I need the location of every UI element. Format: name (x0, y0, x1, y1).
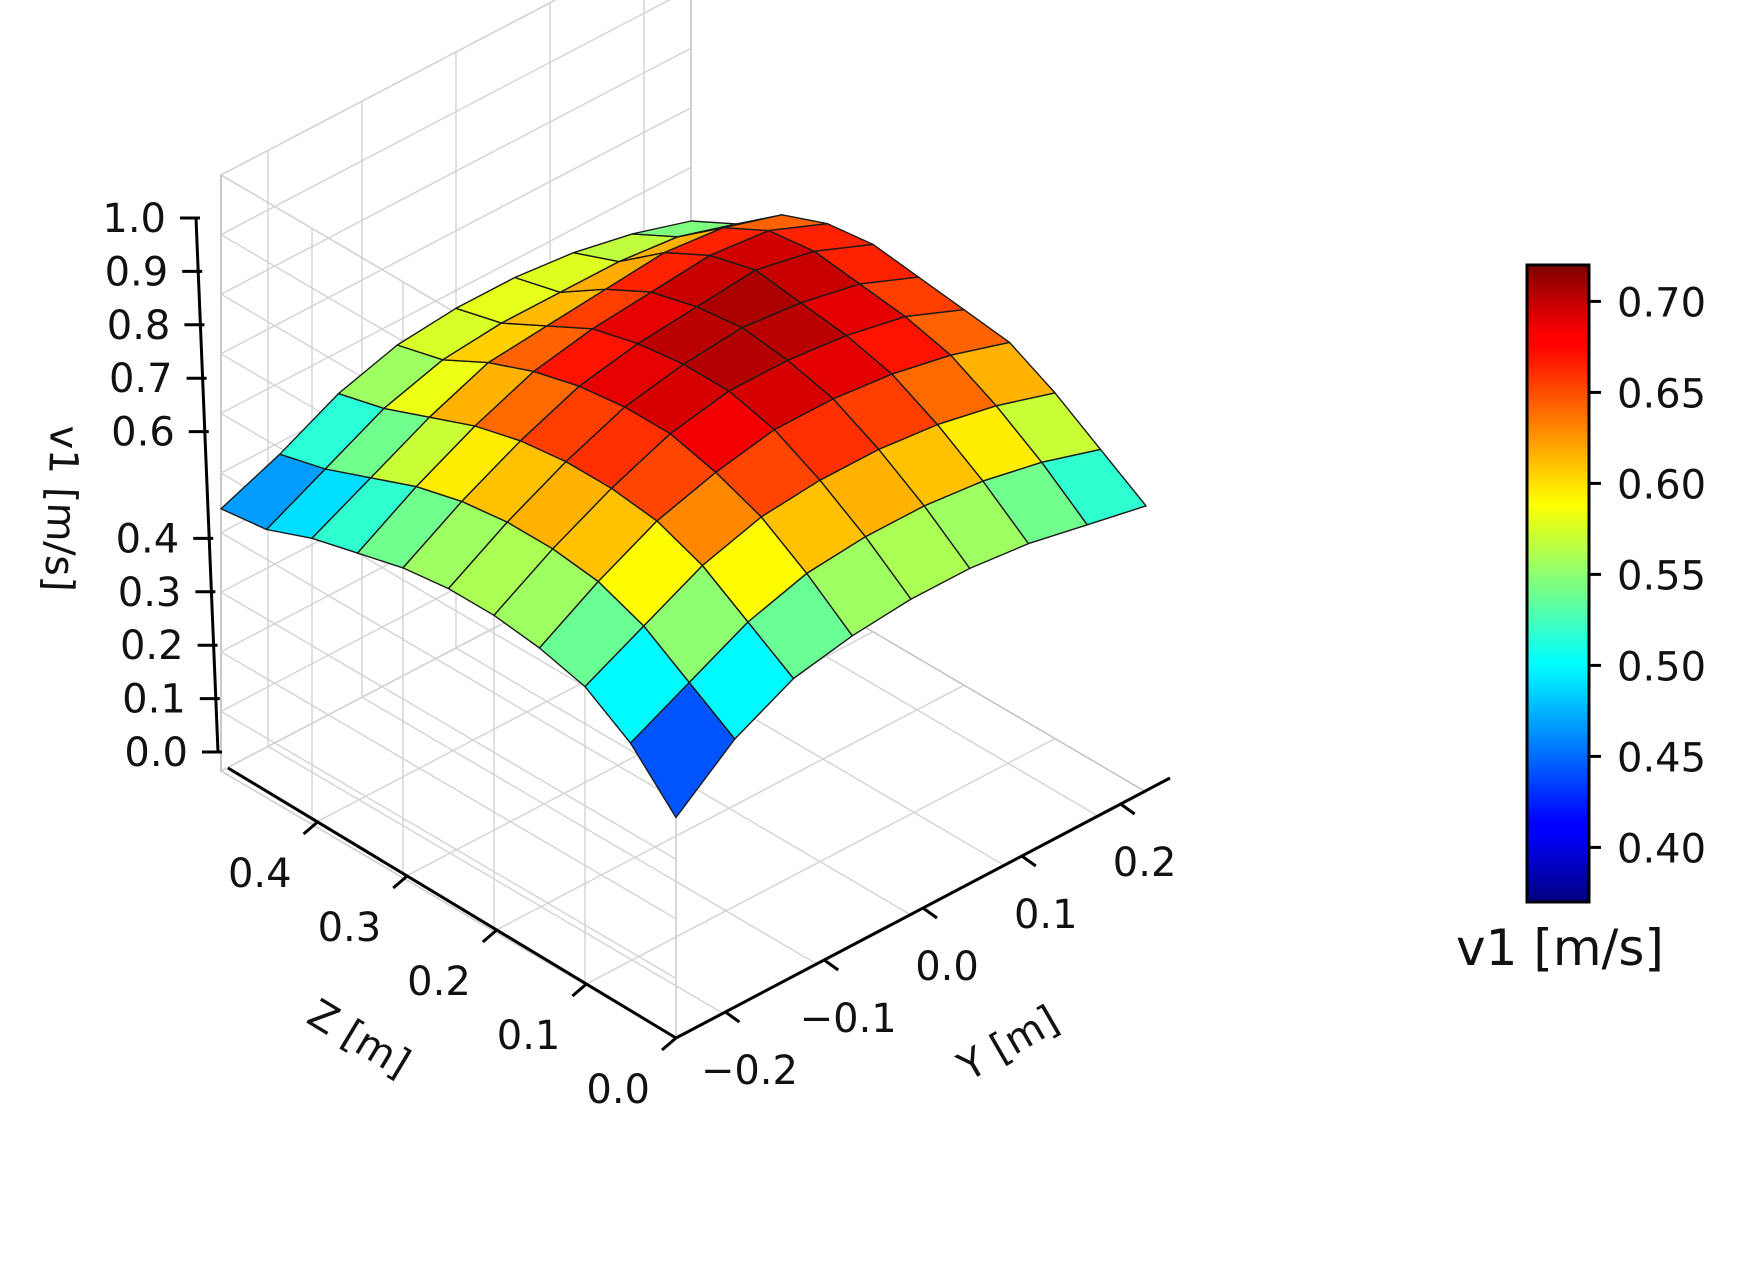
z-tick-mark-1 (571, 982, 588, 998)
grid-v-left-4 (220, 531, 677, 801)
y-tick-label-3: 0.1 (1014, 892, 1078, 938)
colorbar-tick-label-4: 0.60 (1617, 462, 1706, 508)
v1-tick-label-5: 0.6 (111, 410, 175, 456)
grid-floor-z-2 (493, 684, 965, 932)
v1-axis-title: v1 [m/s] (35, 425, 87, 593)
z-tick-mark-2 (481, 928, 498, 944)
z-axis-line (227, 766, 677, 1040)
grid-floor-y-1 (361, 696, 818, 965)
colorbar-tick-label-6: 0.70 (1617, 280, 1706, 326)
grid-floor-z-1 (584, 737, 1056, 986)
z-tick-label-4: 0.4 (228, 851, 292, 897)
v1-axis-line (194, 217, 220, 753)
colorbar-tick-label-3: 0.55 (1617, 553, 1706, 599)
v1-tick-label-7: 0.8 (107, 303, 171, 349)
y-tick-mark-0 (724, 1010, 741, 1024)
y-tick-label-4: 0.2 (1113, 840, 1177, 886)
z-axis-title: Z [m] (300, 991, 418, 1087)
v1-tick-label-1: 0.1 (122, 677, 186, 723)
z-tick-mark-3 (392, 874, 409, 890)
z-tick-mark-4 (302, 820, 319, 836)
z-tick-label-2: 0.2 (407, 959, 471, 1005)
y-tick-label-0: −0.2 (701, 1048, 798, 1094)
y-tick-label-2: 0.0 (915, 944, 979, 990)
colorbar-gradient (1527, 265, 1589, 902)
z-tick-label-1: 0.1 (497, 1013, 561, 1059)
v1-tick-label-4: 0.4 (116, 516, 180, 562)
y-axis-title: Y [m] (950, 997, 1067, 1091)
grid-v-left-1 (220, 710, 677, 980)
z-tick-mark-0 (661, 1036, 677, 1052)
surface-cell-7-0 (1041, 448, 1147, 526)
colorbar: v1 [m/s] 0.40 0.45 0.50 0.55 0.60 0.65 0.70 (1456, 263, 1706, 977)
v1-tick-label-9: 1.0 (102, 196, 166, 242)
v1-tick-label-8: 0.9 (105, 249, 169, 295)
v1-tick-label-6: 0.7 (109, 356, 173, 402)
y-tick-mark-1 (823, 958, 840, 972)
colorbar-title: v1 [m/s] (1456, 919, 1664, 977)
grid-floor-y-0 (267, 745, 724, 1015)
v1-tick-label-0: 0.0 (124, 730, 188, 776)
y-tick-mark-2 (922, 906, 938, 920)
colorbar-tick-label-5: 0.65 (1617, 371, 1706, 417)
surface-mesh (220, 214, 1147, 819)
colorbar-tick-label-2: 0.50 (1617, 644, 1706, 690)
y-tick-mark-3 (1020, 854, 1037, 868)
colorbar-tick-label-0: 0.40 (1617, 826, 1706, 872)
axes: 0.0 0.1 0.2 0.3 0.4 0.6 0.7 0.8 0.9 1.0 0.0 0.1 0.2 0… (102, 196, 1176, 1113)
grid-v-left-2 (220, 651, 677, 920)
colorbar-tick-label-1: 0.45 (1617, 735, 1706, 781)
y-tick-mark-4 (1119, 802, 1136, 816)
v1-tick-label-2: 0.2 (120, 623, 184, 669)
grid-v-left-3 (220, 591, 677, 860)
y-tick-label-1: −0.1 (800, 996, 897, 1042)
z-tick-label-0: 0.0 (586, 1067, 650, 1113)
colorbar-frame (1525, 263, 1591, 904)
z-tick-label-3: 0.3 (318, 905, 382, 951)
v1-tick-label-3: 0.3 (118, 570, 182, 616)
